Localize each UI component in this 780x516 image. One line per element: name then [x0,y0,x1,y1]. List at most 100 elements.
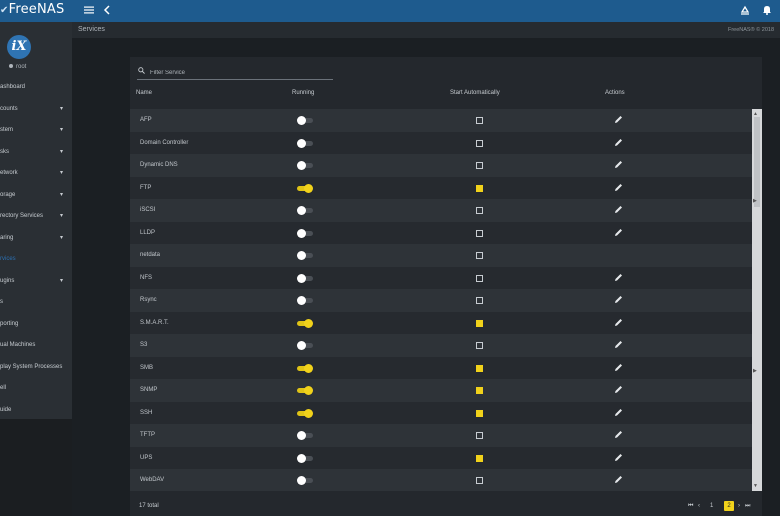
running-toggle[interactable] [297,116,313,125]
running-toggle[interactable] [297,251,313,260]
edit-pencil-icon[interactable] [614,295,623,304]
sidebar-item-sharing[interactable]: aring ▾ [0,228,72,250]
hamburger-icon[interactable] [84,4,94,18]
running-toggle[interactable] [297,476,313,485]
start-automatically-checkbox[interactable] [476,207,483,214]
running-toggle[interactable] [297,273,313,283]
column-header-name[interactable]: Name [136,90,153,96]
running-toggle[interactable] [297,228,313,238]
start-automatically-checkbox[interactable] [476,454,483,462]
copyright-text: FreeNAS® © 2018 [727,27,774,33]
edit-pencil-icon[interactable] [614,273,623,282]
edit-pencil-icon[interactable] [614,138,623,147]
table-row: Rsync [130,289,752,312]
service-name: S3 [140,342,148,348]
sidebar-item-network[interactable]: etwork ▾ [0,163,72,185]
filter-service-input[interactable] [150,67,330,79]
toggle-track [301,163,313,168]
sidebar-item-display-system-processes[interactable]: play System Processes [0,357,72,379]
sidebar-item-system[interactable]: stem ▾ [0,120,72,142]
user-indicator[interactable]: root [9,64,26,70]
edit-pencil-icon[interactable] [614,340,623,349]
service-name: WebDAV [140,477,165,483]
running-toggle[interactable] [297,183,313,193]
running-toggle[interactable] [297,453,313,463]
start-automatically-checkbox[interactable] [476,297,483,304]
start-automatically-checkbox[interactable] [476,162,483,169]
last-page-icon[interactable]: ⏭ [745,503,751,509]
column-header-start-automatically[interactable]: Start Automatically [450,90,500,96]
start-automatically-checkbox[interactable] [476,252,483,259]
sidebar-item-storage[interactable]: orage ▾ [0,185,72,207]
start-automatically-checkbox[interactable] [476,409,483,417]
edit-pencil-icon[interactable] [614,228,623,237]
start-automatically-checkbox[interactable] [476,364,483,372]
toggle-knob [304,363,313,373]
sidebar-item-plugins[interactable]: ugins ▾ [0,271,72,293]
running-toggle[interactable] [297,386,313,395]
sidebar-item-label: s [0,299,3,305]
sidebar-item-virtual-machines[interactable]: ual Machines [0,335,72,357]
sidebar-item-reporting[interactable]: porting [0,314,72,336]
table-scrollbar[interactable]: ▲ ▶ ▶ ▼ [752,109,762,491]
toggle-knob [304,183,313,193]
edit-pencil-icon[interactable] [614,453,623,462]
start-automatically-checkbox[interactable] [476,387,483,394]
running-toggle[interactable] [297,408,313,418]
next-page-icon[interactable]: › [738,503,740,509]
column-header-running[interactable]: Running [292,90,315,96]
sidebar-item-jails[interactable]: s [0,292,72,314]
start-automatically-checkbox[interactable] [476,274,483,282]
first-page-icon[interactable]: ⏮ [688,503,694,509]
sidebar-item-accounts[interactable]: counts ▾ [0,99,72,121]
edit-pencil-icon[interactable] [614,160,623,169]
start-automatically-checkbox[interactable] [476,319,483,327]
sidebar-item-guide[interactable]: uide [0,400,72,420]
ix-logo: iX [7,35,31,59]
edit-pencil-icon[interactable] [614,318,623,327]
running-toggle[interactable] [297,296,313,305]
service-name: netdata [140,252,161,258]
column-header-actions: Actions [605,90,625,96]
edit-pencil-icon[interactable] [614,115,623,124]
start-automatically-checkbox[interactable] [476,229,483,237]
dashboard-icon[interactable] [739,4,751,19]
table-row: NFS [130,266,752,289]
start-automatically-checkbox[interactable] [476,117,483,124]
chevron-left-icon[interactable] [103,4,111,18]
running-toggle[interactable] [297,363,313,373]
start-automatically-checkbox[interactable] [476,477,483,484]
page-1-button[interactable]: 1 [710,503,714,509]
sidebar-item-directory-services[interactable]: rectory Services ▾ [0,206,72,228]
brand-logo[interactable]: ✔FreeNAS [0,2,64,17]
running-toggle[interactable] [297,161,313,170]
edit-pencil-icon[interactable] [614,385,623,394]
sidebar-item-services[interactable]: rvices [0,249,72,271]
edit-pencil-icon[interactable] [614,408,623,417]
bell-icon[interactable] [762,4,772,18]
start-automatically-checkbox[interactable] [476,432,483,439]
page-2-button[interactable]: 2 [724,501,734,511]
running-toggle[interactable] [297,318,313,328]
table-row: S.M.A.R.T. [130,311,752,334]
prev-page-icon[interactable]: ‹ [698,503,700,509]
edit-pencil-icon[interactable] [614,183,623,192]
edit-pencil-icon[interactable] [614,475,623,484]
edit-pencil-icon[interactable] [614,363,623,372]
running-toggle[interactable] [297,138,313,148]
start-automatically-checkbox[interactable] [476,139,483,147]
running-toggle[interactable] [297,431,313,440]
sidebar-item-shell[interactable]: ell [0,378,72,400]
running-toggle[interactable] [297,206,313,215]
start-automatically-checkbox[interactable] [476,184,483,192]
start-automatically-checkbox[interactable] [476,342,483,349]
table-row: TFTP [130,424,752,447]
running-toggle[interactable] [297,341,313,350]
scrollbar-thumb[interactable] [754,117,760,207]
sidebar-item-tasks[interactable]: sks ▾ [0,142,72,164]
edit-pencil-icon[interactable] [614,205,623,214]
edit-pencil-icon[interactable] [614,430,623,439]
scroll-up-icon[interactable]: ▲ [753,111,758,117]
sidebar-item-dashboard[interactable]: ashboard [0,77,72,99]
scroll-down-icon[interactable]: ▼ [753,483,758,489]
